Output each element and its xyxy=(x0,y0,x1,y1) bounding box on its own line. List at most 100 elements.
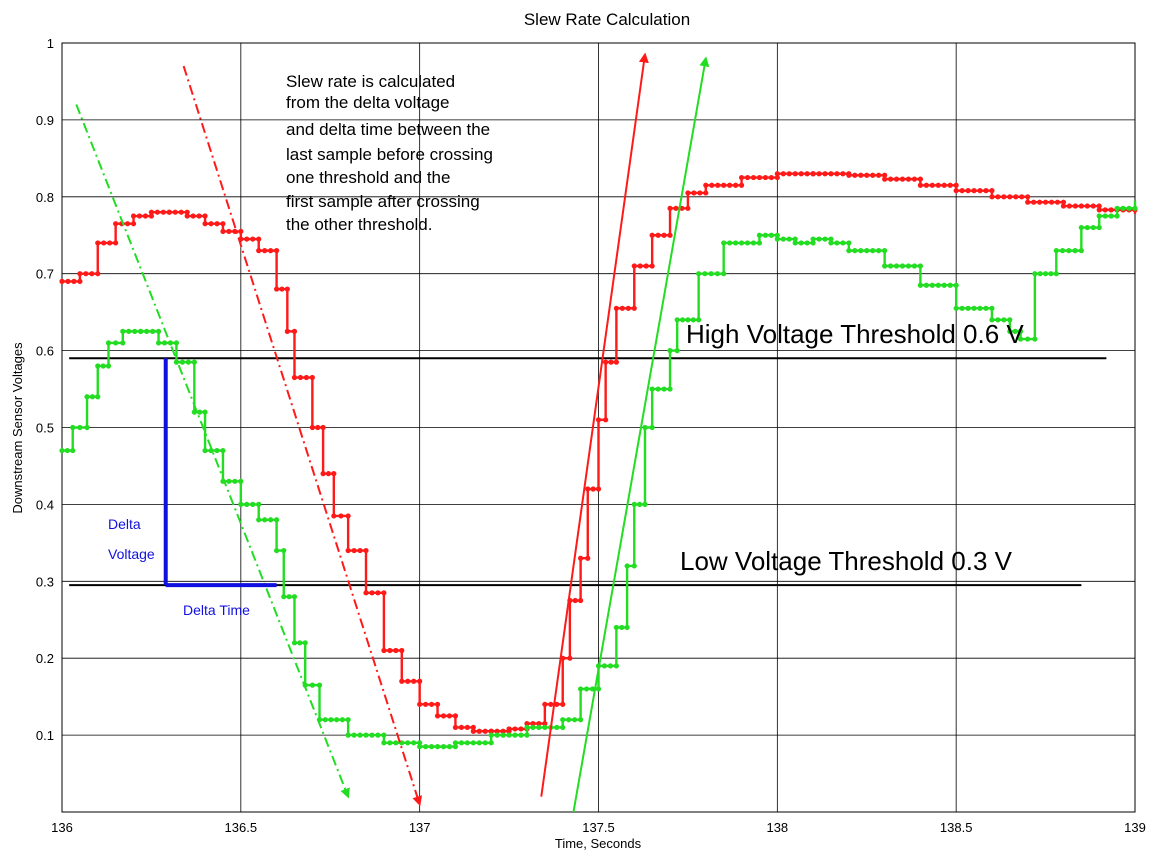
sample-point xyxy=(214,221,220,227)
sample-point xyxy=(89,271,95,277)
sample-point xyxy=(226,228,232,235)
sample-point xyxy=(566,717,572,723)
sample-point xyxy=(291,328,298,334)
sample-point xyxy=(440,713,447,719)
sample-point xyxy=(899,263,906,269)
sample-point xyxy=(345,732,351,738)
sample-point xyxy=(1108,207,1114,213)
sample-point xyxy=(846,240,852,246)
sample-point xyxy=(846,172,852,178)
sample-point xyxy=(585,486,591,492)
sample-point xyxy=(274,286,280,292)
sample-point xyxy=(714,271,721,277)
sample-point xyxy=(852,248,858,254)
sample-point xyxy=(191,359,197,365)
sample-point xyxy=(345,513,351,519)
sample-point xyxy=(130,221,137,227)
sample-point xyxy=(452,724,459,731)
sample-point xyxy=(953,188,959,194)
sample-point xyxy=(696,317,702,323)
sample-point xyxy=(1017,336,1024,342)
sample-point xyxy=(1017,328,1024,334)
sample-point xyxy=(291,374,298,381)
sample-point xyxy=(959,305,965,311)
sample-point xyxy=(59,278,65,284)
sample-point xyxy=(417,701,423,707)
sample-point xyxy=(989,305,995,311)
sample-point xyxy=(661,386,667,392)
sample-point xyxy=(434,701,441,707)
sample-point xyxy=(674,348,680,354)
sample-point xyxy=(649,232,655,238)
sample-point xyxy=(274,248,280,254)
sample-point xyxy=(1042,271,1049,277)
sample-point xyxy=(1078,203,1084,209)
sample-point xyxy=(124,221,131,227)
sample-point xyxy=(470,724,476,731)
chart-title: Slew Rate Calculation xyxy=(524,10,690,29)
sample-point xyxy=(613,624,619,631)
sample-point xyxy=(774,232,780,238)
sample-point xyxy=(530,720,536,727)
sample-point xyxy=(595,486,602,492)
sample-point xyxy=(399,678,405,684)
sample-point xyxy=(142,213,149,219)
sample-point xyxy=(733,182,739,188)
sample-point xyxy=(721,271,727,277)
sample-point xyxy=(887,263,894,269)
sample-point xyxy=(804,171,810,177)
note-line: the other threshold. xyxy=(286,215,432,234)
sample-point xyxy=(1059,248,1066,254)
sample-point xyxy=(679,317,686,323)
sample-point xyxy=(1102,207,1108,213)
sample-point xyxy=(637,263,643,269)
sample-point xyxy=(673,205,679,211)
sample-point xyxy=(381,647,387,654)
sample-point xyxy=(70,447,76,454)
sample-point xyxy=(721,182,727,188)
sample-point xyxy=(667,348,673,354)
sample-point xyxy=(953,305,959,311)
sample-point xyxy=(184,209,190,215)
sample-point xyxy=(488,728,494,734)
sample-point xyxy=(1102,213,1108,219)
sample-point xyxy=(780,236,786,242)
y-tick-label: 0.6 xyxy=(36,344,54,359)
y-tick-label: 1 xyxy=(47,36,54,51)
delta-time-label: Delta Time xyxy=(183,602,250,618)
sample-point xyxy=(202,213,208,219)
sample-point xyxy=(244,236,250,242)
note-line: first sample after crossing xyxy=(286,192,480,211)
sample-point xyxy=(284,328,290,334)
sample-point xyxy=(279,286,285,292)
sample-point xyxy=(482,728,488,734)
sample-point xyxy=(250,236,256,242)
sample-point xyxy=(989,188,995,194)
sample-point xyxy=(297,374,304,381)
sample-point xyxy=(840,171,846,177)
sample-point xyxy=(77,424,83,431)
sample-point xyxy=(738,174,745,181)
sample-point xyxy=(649,424,655,431)
x-tick-label: 136 xyxy=(51,820,73,835)
x-tick-label: 139 xyxy=(1124,820,1146,835)
sample-point xyxy=(500,732,506,738)
sample-point xyxy=(1037,199,1043,205)
sample-point xyxy=(590,486,596,492)
sample-point xyxy=(197,409,203,415)
sample-point xyxy=(428,701,435,707)
sample-point xyxy=(685,190,691,196)
sample-point xyxy=(727,182,733,188)
sample-point xyxy=(631,563,637,569)
sample-point xyxy=(1031,199,1037,205)
sample-point xyxy=(1096,203,1102,209)
sample-point xyxy=(458,724,464,731)
sample-point xyxy=(130,213,137,219)
low-threshold-label: Low Voltage Threshold 0.3 V xyxy=(680,546,1013,576)
sample-point xyxy=(603,417,609,423)
sample-point xyxy=(595,686,602,692)
sample-point xyxy=(792,171,798,177)
sample-point xyxy=(631,501,637,507)
sample-point xyxy=(1078,248,1084,254)
x-tick-label: 138 xyxy=(766,820,788,835)
